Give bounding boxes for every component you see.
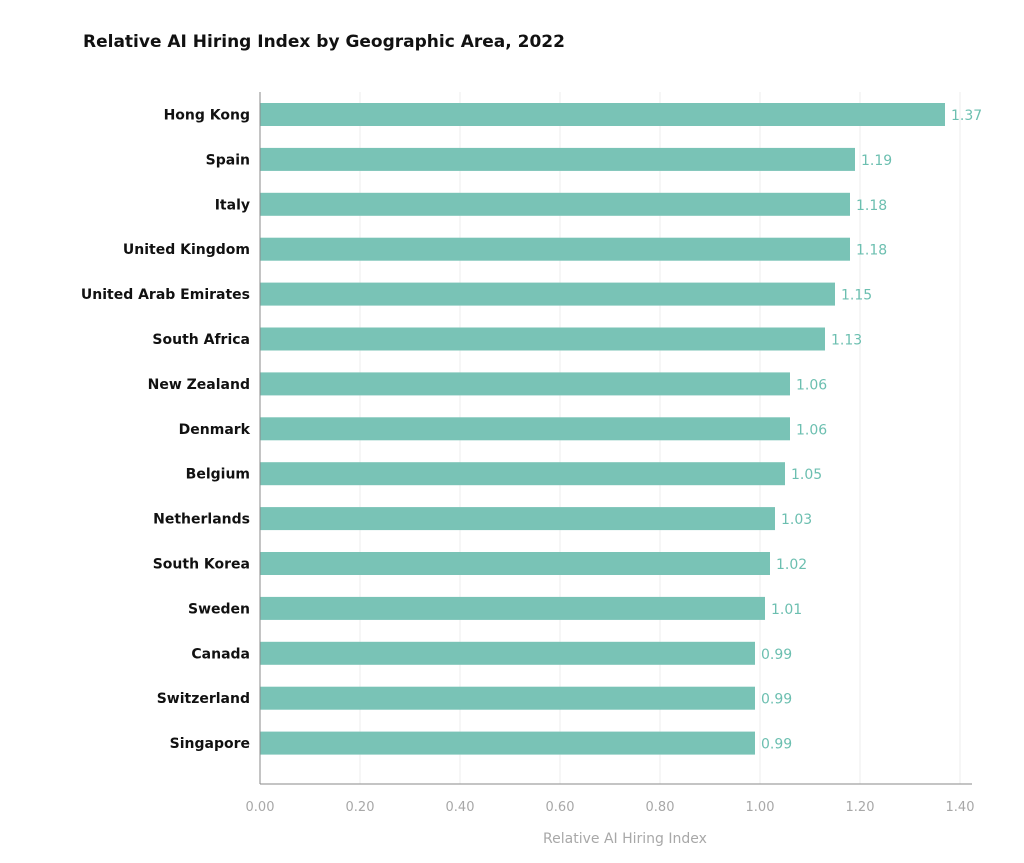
bar bbox=[260, 462, 785, 486]
value-label: 1.06 bbox=[796, 377, 827, 393]
x-tick-label: 1.20 bbox=[846, 800, 875, 815]
bar bbox=[260, 596, 765, 620]
x-tick-label: 1.00 bbox=[746, 800, 775, 815]
bars bbox=[260, 103, 945, 755]
category-label: Netherlands bbox=[153, 512, 250, 528]
value-label: 1.03 bbox=[781, 512, 812, 528]
category-label: Canada bbox=[191, 646, 250, 662]
value-label: 1.18 bbox=[856, 198, 887, 214]
category-label: Denmark bbox=[179, 422, 251, 438]
category-label: United Kingdom bbox=[123, 242, 250, 258]
value-labels: 1.37 1.19 1.18 1.18 1.15 1.13 1.06 1.06 1.05 1.03… bbox=[761, 108, 982, 753]
value-label: 0.99 bbox=[761, 737, 792, 753]
category-label: United Arab Emirates bbox=[81, 287, 250, 303]
value-label: 1.06 bbox=[796, 422, 827, 438]
x-tick-label: 1.40 bbox=[946, 800, 975, 815]
value-label: 0.99 bbox=[761, 692, 792, 708]
bar bbox=[260, 282, 835, 306]
chart-title: Relative AI Hiring Index by Geographic A… bbox=[83, 32, 565, 52]
x-tick-labels: 0.00 0.20 0.40 0.60 0.80 1.00 1.20 1.40 bbox=[246, 800, 975, 815]
category-label: New Zealand bbox=[148, 377, 250, 393]
bar bbox=[260, 507, 775, 531]
bar bbox=[260, 686, 755, 710]
value-label: 1.18 bbox=[856, 243, 887, 259]
value-label: 1.05 bbox=[791, 467, 822, 483]
category-label: Belgium bbox=[186, 467, 250, 483]
x-tick-label: 0.60 bbox=[546, 800, 575, 815]
bar bbox=[260, 147, 855, 171]
category-label: Switzerland bbox=[157, 691, 250, 707]
category-label: Sweden bbox=[188, 601, 250, 617]
bar bbox=[260, 237, 850, 261]
value-label: 1.19 bbox=[861, 153, 892, 169]
category-label: Singapore bbox=[170, 736, 250, 752]
category-label: Italy bbox=[215, 197, 250, 213]
bar bbox=[260, 103, 945, 126]
value-label: 1.15 bbox=[841, 288, 872, 304]
bar bbox=[260, 731, 755, 755]
value-label: 1.13 bbox=[831, 333, 862, 349]
bar bbox=[260, 192, 850, 216]
bar bbox=[260, 552, 770, 575]
bar bbox=[260, 372, 790, 396]
value-label: 1.01 bbox=[771, 602, 802, 618]
x-axis-title: Relative AI Hiring Index bbox=[543, 831, 707, 847]
x-tick-label: 0.20 bbox=[346, 800, 375, 815]
value-label: 1.02 bbox=[776, 557, 807, 573]
bar bbox=[260, 327, 825, 351]
value-label: 1.37 bbox=[951, 108, 982, 124]
category-label: South Africa bbox=[152, 332, 250, 348]
x-tick-label: 0.80 bbox=[646, 800, 675, 815]
bar bbox=[260, 417, 790, 441]
x-tick-label: 0.40 bbox=[446, 800, 475, 815]
x-tick-label: 0.00 bbox=[246, 800, 275, 815]
category-label: Hong Kong bbox=[164, 108, 250, 124]
category-label: South Korea bbox=[153, 557, 250, 573]
category-labels: Hong Kong Spain Italy United Kingdom United … bbox=[81, 108, 251, 753]
category-label: Spain bbox=[206, 152, 250, 168]
axes bbox=[259, 92, 972, 785]
bar bbox=[260, 641, 755, 665]
value-label: 0.99 bbox=[761, 647, 792, 663]
